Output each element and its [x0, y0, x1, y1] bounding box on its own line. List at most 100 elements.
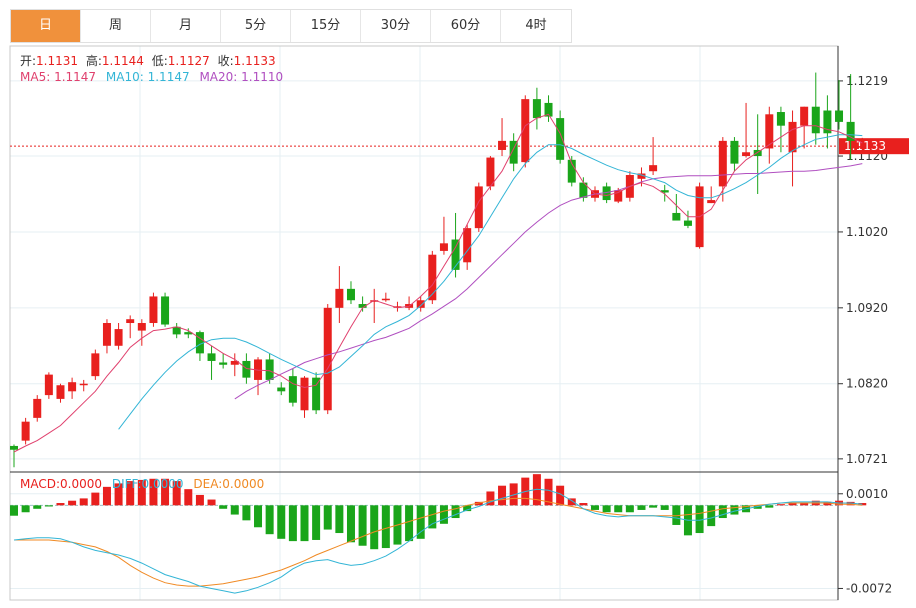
candle-body-26 [312, 377, 321, 411]
ohlc-readout: 开:1.1131 高:1.1144 低:1.1127 收:1.1133 [20, 52, 276, 69]
macd-bar-11 [137, 479, 146, 506]
candle-body-36 [428, 254, 437, 301]
ma-readout: MA5: 1.1147 MA10: 1.1147 MA20: 1.1110 [20, 70, 283, 84]
diff-value: 0.0000 [141, 477, 184, 491]
candle-body-45 [532, 99, 541, 119]
diff-label: DIFF: [111, 477, 142, 491]
ma10-value: 1.1147 [147, 70, 190, 84]
macd-bar-66 [776, 504, 785, 506]
macd-bar-30 [358, 505, 367, 546]
candle-body-68 [800, 106, 809, 126]
close-label: 收: [217, 54, 234, 68]
candle-body-4 [56, 385, 65, 399]
candle-body-20 [242, 360, 251, 378]
ma20-line [234, 163, 863, 400]
tab-period-6[interactable]: 60分 [431, 10, 501, 42]
macd-bar-5 [68, 500, 77, 506]
macd-bar-48 [567, 498, 576, 506]
ma10-label: MA10: [105, 70, 144, 84]
tab-period-1[interactable]: 周 [81, 10, 151, 42]
candle-body-12 [149, 296, 158, 324]
candle-body-33 [393, 306, 402, 308]
candle-body-47 [556, 118, 565, 160]
candle-body-17 [207, 353, 216, 361]
macd-tick-label-0: 0.0010 [846, 487, 888, 501]
period-tabs: 日周月 5分 15分 30分 60分 4时 [10, 9, 572, 43]
candle-body-49 [579, 182, 588, 198]
macd-bar-8 [102, 486, 111, 506]
macd-bar-39 [463, 505, 472, 512]
macd-bar-16 [195, 494, 204, 506]
candle-body-13 [161, 296, 170, 325]
macd-bar-4 [56, 503, 65, 506]
candle-body-9 [114, 329, 123, 346]
tab-period-3[interactable]: 5分 [221, 10, 291, 42]
tab-period-4[interactable]: 15分 [291, 10, 361, 42]
high-value: 1.1144 [101, 54, 144, 68]
candle-body-10 [126, 319, 135, 324]
high-label: 高: [85, 54, 102, 68]
macd-bar-25 [300, 505, 309, 542]
macd-bar-22 [265, 505, 274, 535]
macd-bar-70 [823, 501, 832, 506]
macd-bar-35 [416, 505, 425, 539]
macd-bar-1 [21, 505, 30, 513]
candle-body-25 [300, 377, 309, 411]
candle-body-42 [498, 140, 507, 150]
macd-bar-59 [695, 505, 704, 534]
macd-bar-31 [370, 505, 379, 550]
dea-line [14, 497, 863, 587]
tab-period-0[interactable]: 日 [11, 10, 81, 42]
candle-body-70 [823, 110, 832, 134]
macd-bar-47 [556, 485, 565, 506]
candle-body-41 [486, 157, 495, 187]
dea-value: 0.0000 [222, 477, 265, 491]
macd-value: 0.0000 [60, 477, 103, 491]
ma5-value: 1.1147 [54, 70, 97, 84]
candle-body-72 [846, 121, 855, 141]
candle-body-29 [346, 288, 355, 301]
close-value: 1.1133 [233, 54, 276, 68]
macd-bar-36 [428, 505, 437, 529]
candle-body-66 [776, 112, 785, 126]
macd-bar-2 [33, 505, 42, 509]
candle-body-64 [753, 149, 762, 157]
candle-body-3 [44, 374, 53, 396]
macd-bar-15 [184, 489, 193, 506]
ma5-line [13, 113, 863, 453]
candle-body-39 [463, 228, 472, 263]
macd-bar-60 [707, 505, 716, 527]
candle-body-71 [835, 110, 844, 122]
tab-period-7[interactable]: 4时 [525, 18, 547, 33]
macd-bar-0 [10, 505, 18, 516]
candle-body-14 [172, 326, 181, 335]
price-tick-label-5: 1.0721 [846, 452, 888, 466]
candle-body-22 [265, 359, 274, 380]
macd-bar-45 [532, 474, 541, 506]
macd-bar-52 [614, 505, 623, 513]
candle-body-7 [91, 353, 100, 377]
candle-body-69 [811, 106, 820, 134]
macd-bar-26 [312, 505, 321, 540]
candle-body-55 [649, 165, 658, 172]
candle-body-63 [742, 152, 751, 157]
macd-bar-50 [591, 505, 599, 510]
dea-label: DEA: [193, 477, 223, 491]
macd-tick-label-1: -0.0072 [846, 581, 892, 595]
macd-bar-42 [498, 485, 507, 506]
candle-body-8 [102, 323, 111, 346]
ma10-line [118, 134, 863, 430]
candle-body-15 [184, 332, 193, 335]
open-value: 1.1131 [36, 54, 79, 68]
macd-bar-72 [846, 501, 855, 506]
candle-body-40 [474, 186, 483, 229]
tab-period-2[interactable]: 月 [151, 10, 221, 42]
macd-bar-20 [242, 505, 251, 521]
macd-bar-9 [114, 483, 123, 506]
macd-bar-56 [660, 505, 669, 510]
macd-bar-49 [579, 503, 588, 506]
low-label: 低: [151, 54, 168, 68]
candle-body-54 [637, 173, 646, 179]
macd-bar-43 [509, 483, 518, 506]
tab-period-5[interactable]: 30分 [361, 10, 431, 42]
